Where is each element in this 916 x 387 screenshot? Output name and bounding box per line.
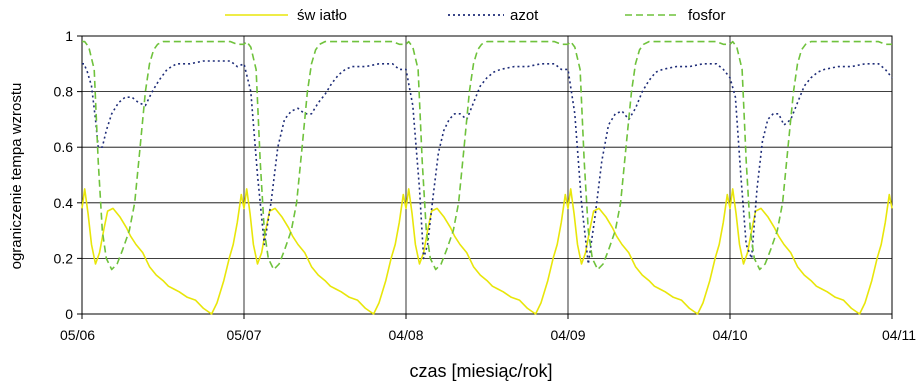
legend-label-azot: azot — [510, 7, 539, 24]
x-tick-label: 05/06 — [60, 327, 95, 343]
y-axis-title: ograniczenie tempa wzrostu — [8, 83, 25, 270]
x-tick-label: 04/08 — [388, 327, 423, 343]
series-line-azot — [82, 60, 893, 265]
y-tick-label: 0.4 — [54, 195, 74, 211]
x-tick-label: 04/10 — [712, 327, 747, 343]
series-line-fosfor — [82, 40, 892, 271]
plot-border — [81, 35, 893, 315]
x-axis: 05/06 05/07 04/08 04/09 04/10 04/11 — [60, 314, 916, 343]
y-tick-label: 1 — [65, 28, 73, 44]
x-tick-label: 05/07 — [226, 327, 261, 343]
y-tick-label: 0 — [65, 306, 73, 322]
plot-area — [81, 35, 893, 315]
legend-label-fosfor: fosfor — [688, 7, 726, 24]
y-tick-label: 0.6 — [54, 139, 74, 155]
y-axis: 0 0.2 0.4 0.6 0.8 1 — [54, 28, 82, 322]
x-tick-label: 04/11 — [882, 327, 916, 343]
y-tick-label: 0.2 — [54, 250, 74, 266]
y-tick-label: 0.8 — [54, 84, 74, 100]
x-axis-title: czas [miesiąc/rok] — [409, 361, 552, 381]
x-tick-label: 04/09 — [550, 327, 585, 343]
legend-label-swiatlo: św iatło — [297, 7, 347, 24]
series-line-swiatlo — [81, 188, 893, 315]
series-lines — [81, 40, 893, 315]
legend: św iatło azot fosfor — [225, 7, 726, 24]
gridlines — [82, 35, 892, 315]
